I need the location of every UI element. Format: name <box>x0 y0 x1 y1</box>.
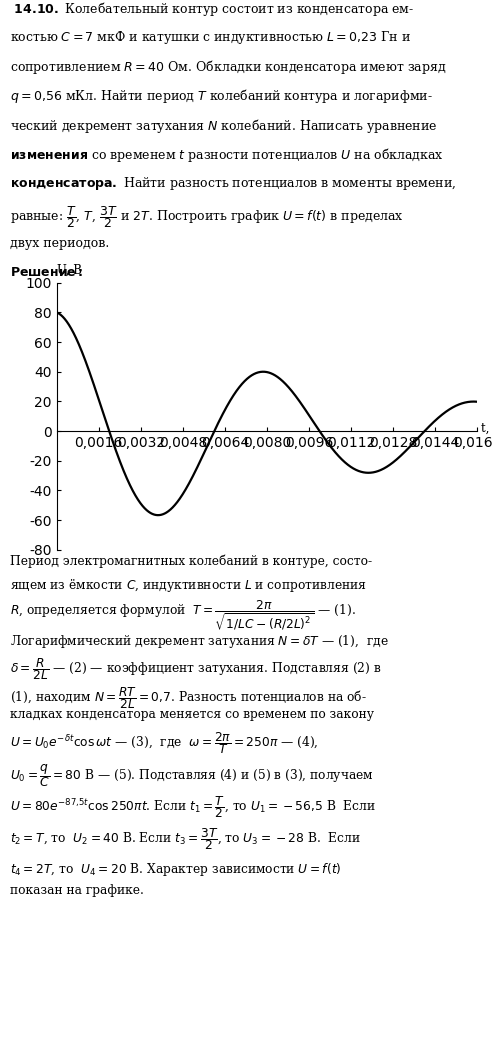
Text: сопротивлением $R=40$ Ом. Обкладки конденсатора имеют заряд: сопротивлением $R=40$ Ом. Обкладки конде… <box>10 59 446 76</box>
Text: $U=80e^{-87{,}5t}\cos250\pi t$. Если $t_1=\dfrac{T}{2}$, то $U_1=-56{,}5$ В  Есл: $U=80e^{-87{,}5t}\cos250\pi t$. Если $t_… <box>10 795 376 820</box>
Text: $t_4=2T$, то  $U_4=20$ В. Характер зависимости $U=f(t)$: $t_4=2T$, то $U_4=20$ В. Характер зависи… <box>10 862 341 878</box>
Text: $\bf{изменения}$ со временем $t$ разности потенциалов $U$ на обкладках: $\bf{изменения}$ со временем $t$ разност… <box>10 146 444 163</box>
Text: $U_0=\dfrac{q}{C}=80$ В — (5). Подставляя (4) и (5) в (3), получаем: $U_0=\dfrac{q}{C}=80$ В — (5). Подставля… <box>10 762 373 789</box>
Text: равные: $\dfrac{T}{2}$, $T$, $\dfrac{3T}{2}$ и $2T$. Построить график $U=f(t)$ в: равные: $\dfrac{T}{2}$, $T$, $\dfrac{3T}… <box>10 204 403 230</box>
Text: двух периодов.: двух периодов. <box>10 238 109 250</box>
Text: (1), находим $N=\dfrac{RT}{2L}=0{,}7$. Разность потенциалов на об-: (1), находим $N=\dfrac{RT}{2L}=0{,}7$. Р… <box>10 686 367 711</box>
Text: U, B: U, B <box>57 264 82 276</box>
Text: $\bf{Решение:}$: $\bf{Решение:}$ <box>10 266 83 280</box>
Text: ящем из ёмкости $C$, индуктивности $L$ и сопротивления: ящем из ёмкости $C$, индуктивности $L$ и… <box>10 577 367 594</box>
Text: Логарифмический декремент затухания $N=\delta T$ — (1),  где: Логарифмический декремент затухания $N=\… <box>10 633 389 650</box>
Text: $t_2=T$, то  $U_2=40$ В. Если $t_3=\dfrac{3T}{2}$, то $U_3=-28$ В.  Если: $t_2=T$, то $U_2=40$ В. Если $t_3=\dfrac… <box>10 827 361 852</box>
Text: Период электромагнитных колебаний в контуре, состо-: Период электромагнитных колебаний в конт… <box>10 554 372 567</box>
Text: ческий декремент затухания $N$ колебаний. Написать уравнение: ческий декремент затухания $N$ колебаний… <box>10 116 437 134</box>
Text: показан на графике.: показан на графике. <box>10 884 144 896</box>
Text: $\delta=\dfrac{R}{2L}$ — (2) — коэффициент затухания. Подставляя (2) в: $\delta=\dfrac{R}{2L}$ — (2) — коэффицие… <box>10 655 381 682</box>
Text: $\bf{14.10.}$ Колебательный контур состоит из конденсатора ем-: $\bf{14.10.}$ Колебательный контур состо… <box>10 0 414 18</box>
Text: $\bf{конденсатора.}$ Найти разность потенциалов в моменты времени,: $\bf{конденсатора.}$ Найти разность поте… <box>10 175 456 192</box>
Text: $q=0{,}56$ мКл. Найти период $T$ колебаний контура и логарифми-: $q=0{,}56$ мКл. Найти период $T$ колебан… <box>10 87 432 106</box>
Text: кладках конденсатора меняется со временем по закону: кладках конденсатора меняется со времене… <box>10 708 374 720</box>
Text: костью $C=7$ мкФ и катушки с индуктивностью $L=0{,}23$ Гн и: костью $C=7$ мкФ и катушки с индуктивнос… <box>10 29 411 46</box>
Text: $R$, определяется формулой  $T = \dfrac{2\pi}{\sqrt{1/LC-(R/2L)^2}}$ — (1).: $R$, определяется формулой $T = \dfrac{2… <box>10 599 356 632</box>
Text: t, c: t, c <box>482 422 492 435</box>
Text: $U=U_0e^{-\delta t}\cos\omega t$ — (3),  где  $\omega=\dfrac{2\pi}{T}=250\pi$ — : $U=U_0e^{-\delta t}\cos\omega t$ — (3), … <box>10 730 318 756</box>
